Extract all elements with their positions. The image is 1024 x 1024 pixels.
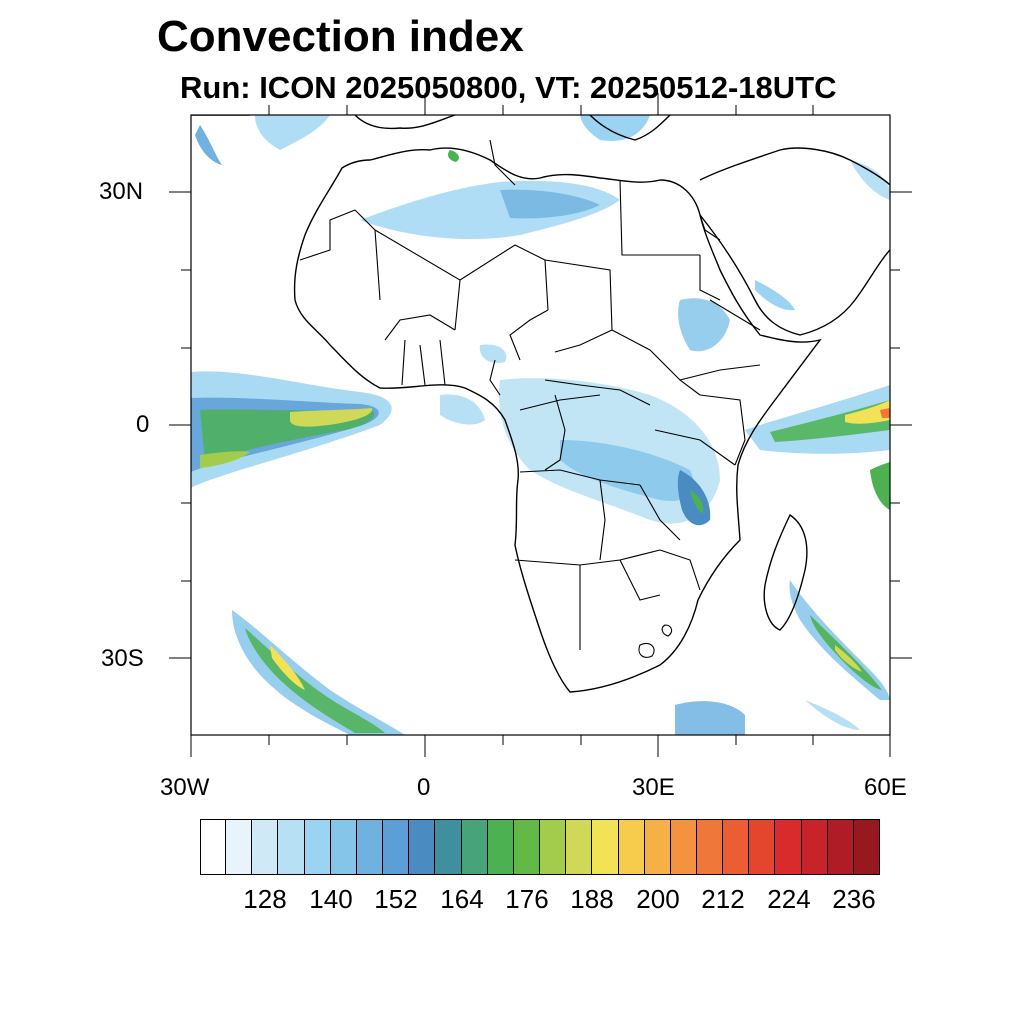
colorbar-label: 212: [701, 884, 745, 914]
map-title: Convection index: [157, 12, 524, 61]
colorbar-swatch: [435, 819, 462, 875]
colorbar-swatch: [670, 819, 697, 875]
colorbar-swatch: [566, 819, 593, 875]
coastlines: [191, 115, 890, 693]
colorbar-label: 236: [832, 884, 876, 914]
colorbar-swatch: [540, 819, 567, 875]
colorbar-swatch: [226, 819, 253, 875]
field-south-atlantic: [232, 610, 405, 735]
colorbar-swatch: [513, 819, 541, 875]
colorbar-label: 152: [374, 884, 418, 914]
y-tick-label-30n: 30N: [99, 178, 144, 205]
colorbar-swatch: [827, 819, 854, 875]
colorbar-label: 140: [309, 884, 353, 914]
colorbar-swatch: [304, 819, 331, 875]
colorbar-swatch: [592, 819, 619, 875]
convection-field: [191, 115, 890, 735]
madagascar-coastline: [763, 513, 808, 631]
colorbar-label: 200: [636, 884, 680, 914]
colorbar-swatch: [644, 819, 671, 875]
country-borders: [299, 139, 761, 658]
colorbar-swatch: [618, 819, 645, 875]
colorbar-swatch: [383, 819, 410, 875]
colorbar-swatch: [356, 819, 384, 875]
colorbar-label: 128: [243, 884, 287, 914]
colorbar-label: 188: [570, 884, 614, 914]
colorbar-swatch: [409, 819, 436, 875]
colorbar-swatch: [723, 819, 750, 875]
colorbar-label: 224: [767, 884, 811, 914]
colorbar-swatch: [330, 819, 357, 875]
x-tick-label-60e: 60E: [864, 774, 907, 801]
y-tick-label-30s: 30S: [101, 645, 144, 672]
colorbar-label: 164: [440, 884, 484, 914]
colorbar-swatch: [853, 819, 881, 875]
colorbar-labels: 128 140 152 164 176 188 200 212 224 236: [200, 884, 880, 918]
colorbar-label: 176: [505, 884, 549, 914]
colorbar-swatch: [278, 819, 305, 875]
africa-coastline: [293, 147, 822, 693]
colorbar-swatch: [749, 819, 776, 875]
x-tick-label-30e: 30E: [632, 774, 675, 801]
colorbar-swatch: [775, 819, 802, 875]
colorbar-swatch: [696, 819, 724, 875]
colorbar-swatch: [252, 819, 279, 875]
colorbar-swatch: [200, 819, 227, 875]
map-subtitle: Run: ICON 2025050800, VT: 20250512-18UTC: [180, 70, 837, 105]
colorbar-swatch: [487, 819, 514, 875]
y-tick-label-0: 0: [136, 411, 150, 438]
colorbar-swatch: [801, 819, 828, 875]
x-tick-label-0: 0: [417, 774, 431, 801]
colorbar: [200, 819, 881, 875]
colorbar-swatch: [461, 819, 488, 875]
x-tick-label-30w: 30W: [160, 774, 210, 801]
tick-marks: [169, 93, 912, 757]
